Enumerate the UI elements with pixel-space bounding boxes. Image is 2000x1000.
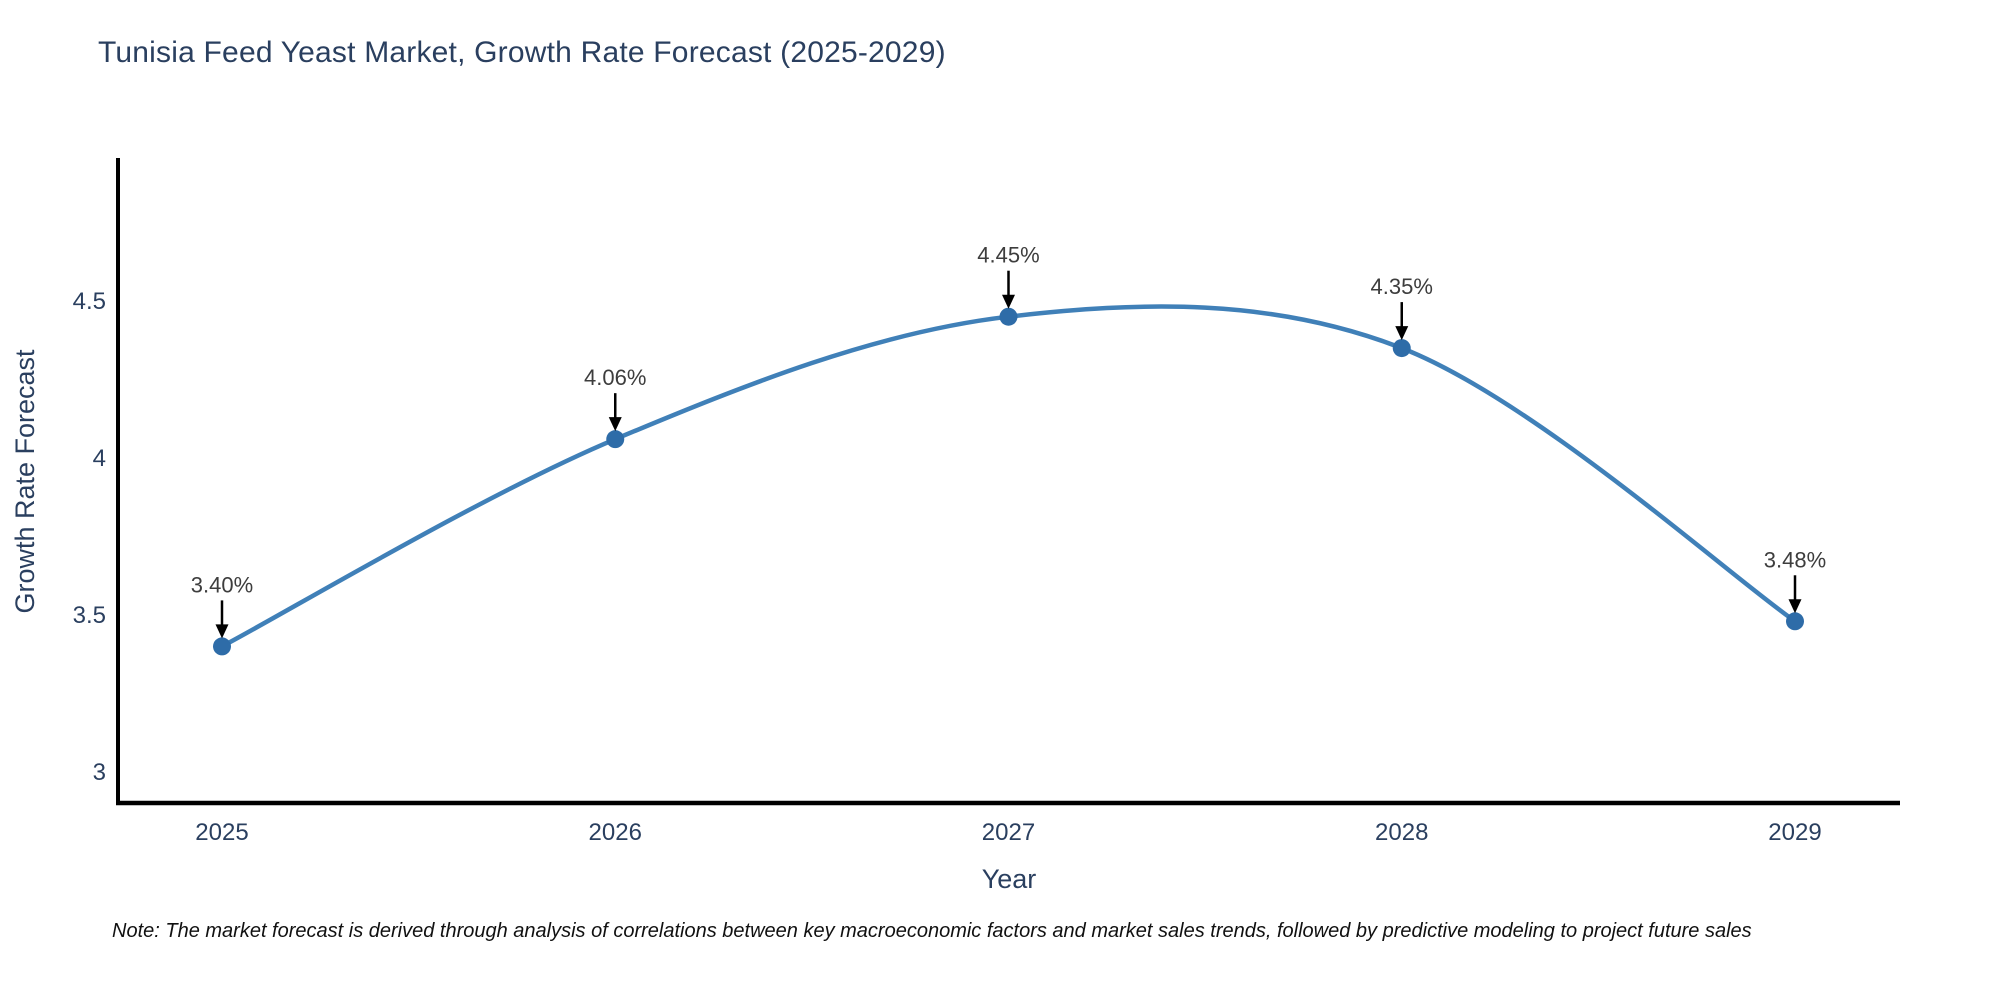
annotation-label: 4.45%	[977, 243, 1039, 268]
data-point-marker[interactable]	[606, 430, 625, 449]
x-axis-title: Year	[982, 864, 1037, 894]
y-axis-title: Growth Rate Forecast	[10, 349, 40, 614]
data-point-marker[interactable]	[213, 637, 231, 656]
annotation-arrowhead-icon	[1395, 326, 1409, 341]
annotation-label: 3.48%	[1764, 547, 1826, 572]
annotation-arrowhead-icon	[1788, 599, 1802, 614]
footnote: Note: The market forecast is derived thr…	[112, 920, 1752, 942]
series-line	[219, 304, 1798, 649]
x-tick-label: 2025	[195, 819, 248, 846]
annotation-arrowhead-icon	[215, 624, 229, 639]
annotation-label: 4.06%	[584, 365, 646, 390]
y-tick-label: 4.5	[73, 288, 106, 315]
data-point-marker[interactable]	[999, 307, 1018, 326]
annotation-arrowhead-icon	[608, 417, 622, 432]
y-tick-label: 3	[93, 759, 106, 786]
data-point-marker[interactable]	[1392, 339, 1411, 358]
annotation-arrowhead-icon	[1002, 294, 1015, 309]
x-tick-label: 2026	[589, 819, 642, 846]
x-tick-label: 2028	[1375, 819, 1428, 846]
x-tick-label: 2027	[982, 819, 1035, 846]
y-tick-label: 4	[93, 445, 106, 472]
y-tick-label: 3.5	[73, 602, 106, 629]
chart-title: Tunisia Feed Yeast Market, Growth Rate F…	[98, 36, 946, 69]
annotation-label: 3.40%	[191, 572, 253, 597]
annotation-label: 4.35%	[1371, 274, 1433, 299]
x-tick-label: 2029	[1768, 819, 1821, 846]
data-point-marker[interactable]	[1786, 612, 1804, 631]
